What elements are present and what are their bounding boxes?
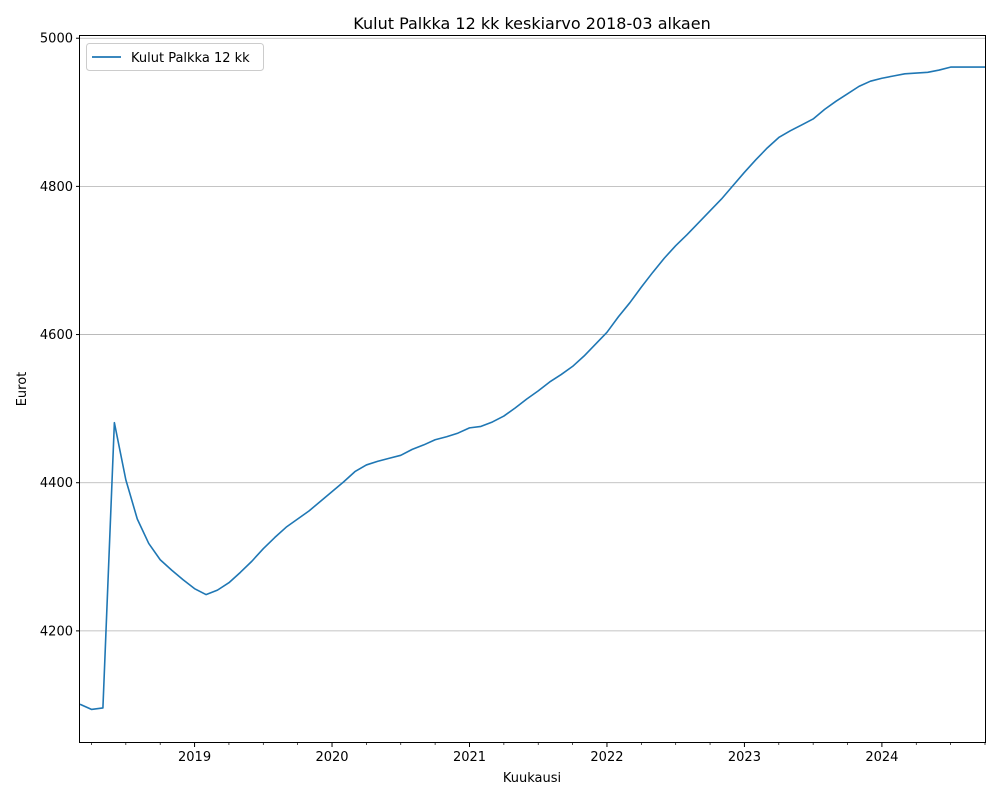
x-tick-label-2022: 2022 bbox=[590, 750, 623, 765]
x-tick-label-2024: 2024 bbox=[865, 750, 898, 765]
x-tick-label-2021: 2021 bbox=[453, 750, 486, 765]
chart-title: Kulut Palkka 12 kk keskiarvo 2018-03 alk… bbox=[353, 14, 710, 33]
y-axis-title: Eurot bbox=[15, 372, 30, 407]
x-tick-label-2020: 2020 bbox=[315, 750, 348, 765]
legend-label: Kulut Palkka 12 kk bbox=[131, 51, 250, 66]
y-tick-label-5000: 5000 bbox=[40, 32, 73, 47]
y-tick-label-4800: 4800 bbox=[40, 180, 73, 195]
plot-frame bbox=[79, 35, 986, 743]
x-tick-label-2023: 2023 bbox=[728, 750, 761, 765]
y-tick-label-4400: 4400 bbox=[40, 476, 73, 491]
y-tick-label-4600: 4600 bbox=[40, 328, 73, 343]
gridlines bbox=[80, 37, 985, 632]
y-axis: 4200 4400 4600 4800 5000 bbox=[40, 32, 80, 639]
x-axis: 2019 2020 2021 2022 2023 2024 bbox=[91, 742, 986, 765]
y-tick-label-4200: 4200 bbox=[40, 624, 73, 639]
legend: Kulut Palkka 12 kk bbox=[86, 43, 264, 71]
x-axis-title: Kuukausi bbox=[503, 771, 561, 786]
series-line-kulut-palkka bbox=[79, 66, 985, 711]
legend-box bbox=[86, 43, 264, 71]
x-tick-label-2019: 2019 bbox=[178, 750, 211, 765]
